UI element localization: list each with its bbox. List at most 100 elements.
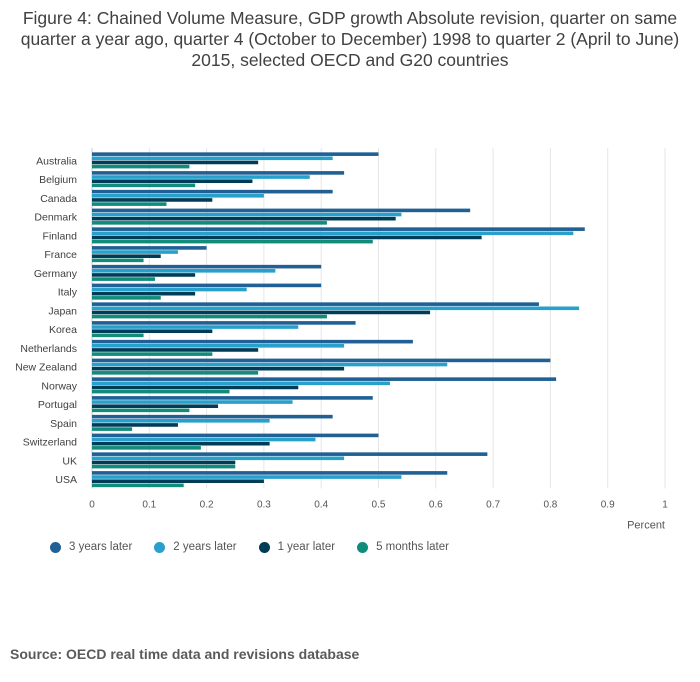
bar [92,329,213,333]
bar [92,216,396,221]
bar [92,235,482,240]
x-tick-label: 1 [662,500,668,511]
legend: 3 years later 2 years later 1 year later 5 … [50,541,449,553]
legend-item: 2 years later [154,541,237,553]
bar [92,362,448,367]
x-tick-label: 0.9 [601,500,615,511]
category-label: Italy [58,287,78,299]
category-label: New Zealand [15,362,77,374]
x-tick-label: 0.2 [200,500,214,511]
bar [92,269,276,273]
bar [92,348,259,352]
bar [92,152,379,156]
bar [92,212,402,217]
bar [92,408,190,413]
x-tick-label: 0.4 [314,500,328,511]
bar [92,231,574,236]
bar [92,441,270,446]
legend-item: 5 months later [357,541,449,553]
bar [92,221,327,225]
bar [92,325,299,329]
bar [92,460,236,465]
bar [92,452,488,456]
bar [92,156,333,161]
category-label: Norway [41,380,77,392]
bar [92,194,264,198]
category-label: Belgium [39,174,77,186]
bar [92,437,316,442]
x-tick-label: 0.3 [257,500,271,511]
bar [92,283,322,288]
x-tick-label: 0.7 [486,500,500,511]
bar [92,427,133,431]
bar [92,264,322,269]
legend-label: 3 years later [69,541,133,553]
legend-label: 5 months later [376,541,449,553]
category-label: Denmark [34,212,77,224]
bar [92,333,144,338]
legend-marker [357,541,369,553]
category-label: Netherlands [20,343,77,355]
category-label: Canada [40,193,77,205]
bar [92,183,196,188]
category-label: Portugal [38,399,77,411]
bar [92,423,178,427]
bar [92,321,356,325]
legend-marker [50,541,61,553]
bar [92,198,213,202]
bar [92,208,471,213]
bar [92,179,253,183]
category-label: USA [55,474,77,486]
bar [92,389,230,394]
x-tick-label: 0.5 [372,500,386,511]
x-tick-label: 0.8 [543,500,557,511]
category-label: France [44,249,77,261]
bar [92,471,448,475]
bar [92,366,345,371]
bar [92,381,390,386]
bar [92,419,270,423]
bar [92,227,585,231]
bar [92,291,196,296]
bar [92,404,219,408]
bar [92,314,327,319]
category-label: Finland [43,230,78,242]
category-label: Switzerland [23,437,77,449]
legend-item: 3 years later [50,541,132,553]
legend-item: 1 year later [258,541,336,553]
source-note: Source: OECD real time data and revision… [10,646,360,662]
bar [92,189,333,194]
bar [92,377,557,381]
category-label: Germany [34,268,78,280]
bar [92,202,167,206]
x-axis-title: Percent [627,520,665,532]
category-label: Japan [48,305,77,317]
bar [92,396,373,400]
bar [92,446,201,450]
category-label: Korea [49,324,77,336]
bar [92,175,310,179]
bar [92,258,144,263]
bar [92,414,333,419]
bar-chart: 0 0.1 0.2 0.3 0.4 0.5 0.6 0.7 0.8 0.9 1 Australia Be… [15,148,668,532]
bar [92,296,161,300]
bar [92,160,259,165]
bar [92,358,551,363]
bar [92,483,184,488]
category-label: Australia [36,155,77,167]
legend-label: 1 year later [277,541,336,553]
legend-label: 2 years later [173,541,237,553]
chart-title: Figure 4: Chained Volume Measure, GDP gr… [20,8,680,70]
bar [92,250,178,254]
x-tick-label: 0.1 [142,500,156,511]
bar [92,371,259,375]
bar [92,171,345,175]
bar [92,246,207,250]
bar [92,344,345,348]
bar [92,352,213,356]
bar [92,433,379,438]
bar [92,475,402,479]
bar [92,339,413,344]
bar [92,164,190,169]
bar [92,385,299,390]
